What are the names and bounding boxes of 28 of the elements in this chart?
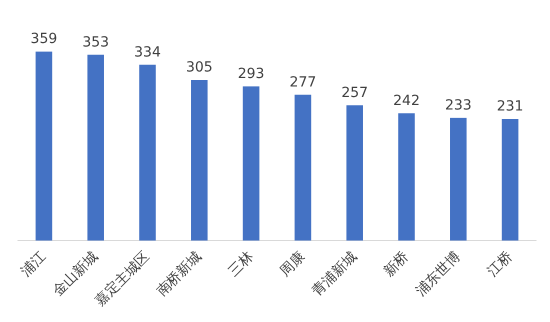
bar — [450, 118, 467, 241]
bar — [502, 118, 518, 241]
bar — [294, 94, 312, 241]
data-label: 359 — [30, 31, 58, 48]
data-label: 242 — [393, 92, 420, 109]
bar — [36, 52, 52, 241]
bar — [87, 54, 104, 241]
data-label: 293 — [238, 66, 264, 82]
bar — [398, 113, 415, 241]
x-tick-label: 江桥 — [484, 248, 516, 280]
data-label: 353 — [82, 34, 110, 50]
data-label: 231 — [496, 98, 524, 115]
data-label: 305 — [186, 60, 213, 76]
bar — [346, 105, 363, 241]
bar — [242, 86, 260, 241]
x-tick-label: 南桥新城 — [154, 248, 205, 300]
data-label: 233 — [444, 98, 472, 114]
data-label: 257 — [341, 84, 368, 101]
data-label: 277 — [290, 74, 316, 90]
bar — [139, 64, 156, 241]
x-tick-label: 新桥 — [380, 248, 412, 280]
x-tick-label: 三林 — [225, 248, 257, 280]
x-tick-label: 浦江 — [18, 248, 50, 280]
x-tick-label: 青浦新城 — [309, 248, 360, 300]
x-tick-label: 周康 — [277, 248, 308, 280]
x-tick-label: 浦东世博 — [412, 248, 464, 300]
bar — [191, 80, 208, 241]
data-label: 334 — [134, 44, 161, 60]
